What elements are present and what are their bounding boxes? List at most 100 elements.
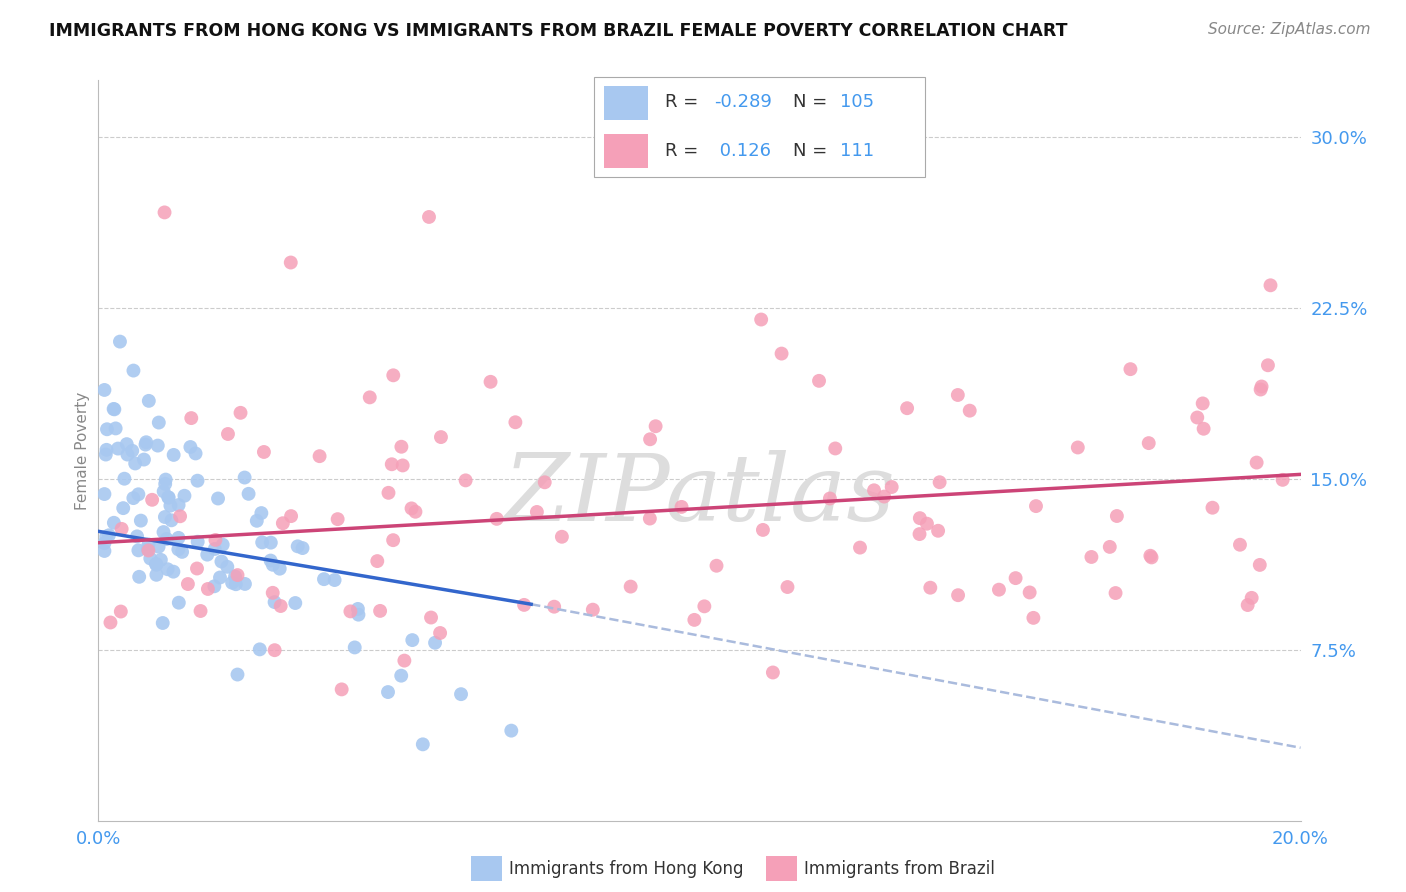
Point [224,569,246,583]
Point [1249,558,1271,572]
Point [401,501,423,516]
Text: 111: 111 [841,142,875,160]
Point [1260,278,1282,293]
Point [450,687,472,701]
Point [146,439,169,453]
Point [752,523,775,537]
Point [226,667,249,681]
Point [180,411,202,425]
Point [1240,591,1263,605]
Text: R =: R = [665,94,704,112]
Point [169,509,191,524]
Point [513,598,536,612]
Point [347,602,370,616]
Point [167,596,190,610]
Point [204,541,226,556]
Point [155,476,177,491]
Point [195,548,218,562]
Point [1257,358,1279,372]
Point [135,437,157,451]
Point [167,542,190,557]
Point [543,599,565,614]
Point [430,430,453,444]
Point [160,513,183,527]
Point [1191,396,1213,410]
Text: -0.289: -0.289 [714,94,772,112]
Point [1080,549,1102,564]
Point [93,536,115,550]
Point [1187,410,1209,425]
Point [377,485,399,500]
Point [117,448,139,462]
Point [377,685,399,699]
Point [139,551,162,566]
Point [526,505,548,519]
FancyBboxPatch shape [605,87,648,120]
Point [284,596,307,610]
Point [359,390,381,404]
Point [776,580,799,594]
Point [157,491,180,505]
Point [260,535,283,549]
Point [1119,362,1142,376]
Point [187,534,209,549]
Point [246,514,269,528]
Point [287,539,309,553]
Point [152,524,174,539]
Point [749,312,772,326]
Point [1004,571,1026,585]
Point [233,470,256,484]
Point [404,505,426,519]
Point [706,558,728,573]
FancyBboxPatch shape [593,77,925,178]
Point [202,579,225,593]
Point [533,475,555,490]
Point [96,530,118,544]
Point [226,568,249,582]
Point [197,582,219,596]
Point [770,346,793,360]
Point [156,562,179,576]
Point [1104,586,1126,600]
Point [209,555,232,569]
Point [270,599,292,613]
Point [112,472,135,486]
Point [132,452,155,467]
Point [138,393,160,408]
Point [762,665,785,680]
Point [693,599,716,614]
Text: ZIPatlas: ZIPatlas [503,450,896,540]
Point [145,558,167,572]
Point [148,416,170,430]
Point [1022,611,1045,625]
Point [186,561,208,575]
Text: Immigrants from Brazil: Immigrants from Brazil [804,860,995,878]
Point [987,582,1010,597]
Point [145,557,167,571]
Point [418,210,440,224]
Point [225,577,247,591]
Point [896,401,918,416]
Text: Immigrants from Hong Kong: Immigrants from Hong Kong [509,860,744,878]
Point [238,487,260,501]
Point [1025,499,1047,513]
Point [259,553,281,567]
Point [280,255,302,269]
Point [211,538,233,552]
Point [389,440,412,454]
Text: 0.126: 0.126 [714,142,770,160]
Point [103,402,125,417]
Point [330,682,353,697]
Point [638,432,661,446]
Point [179,440,201,454]
Point [1137,436,1160,450]
Point [343,640,366,655]
Point [108,334,131,349]
Point [501,723,523,738]
Point [233,577,256,591]
Point [1139,549,1161,563]
Point [125,529,148,543]
Point [104,421,127,435]
Point [644,419,666,434]
Point [808,374,831,388]
